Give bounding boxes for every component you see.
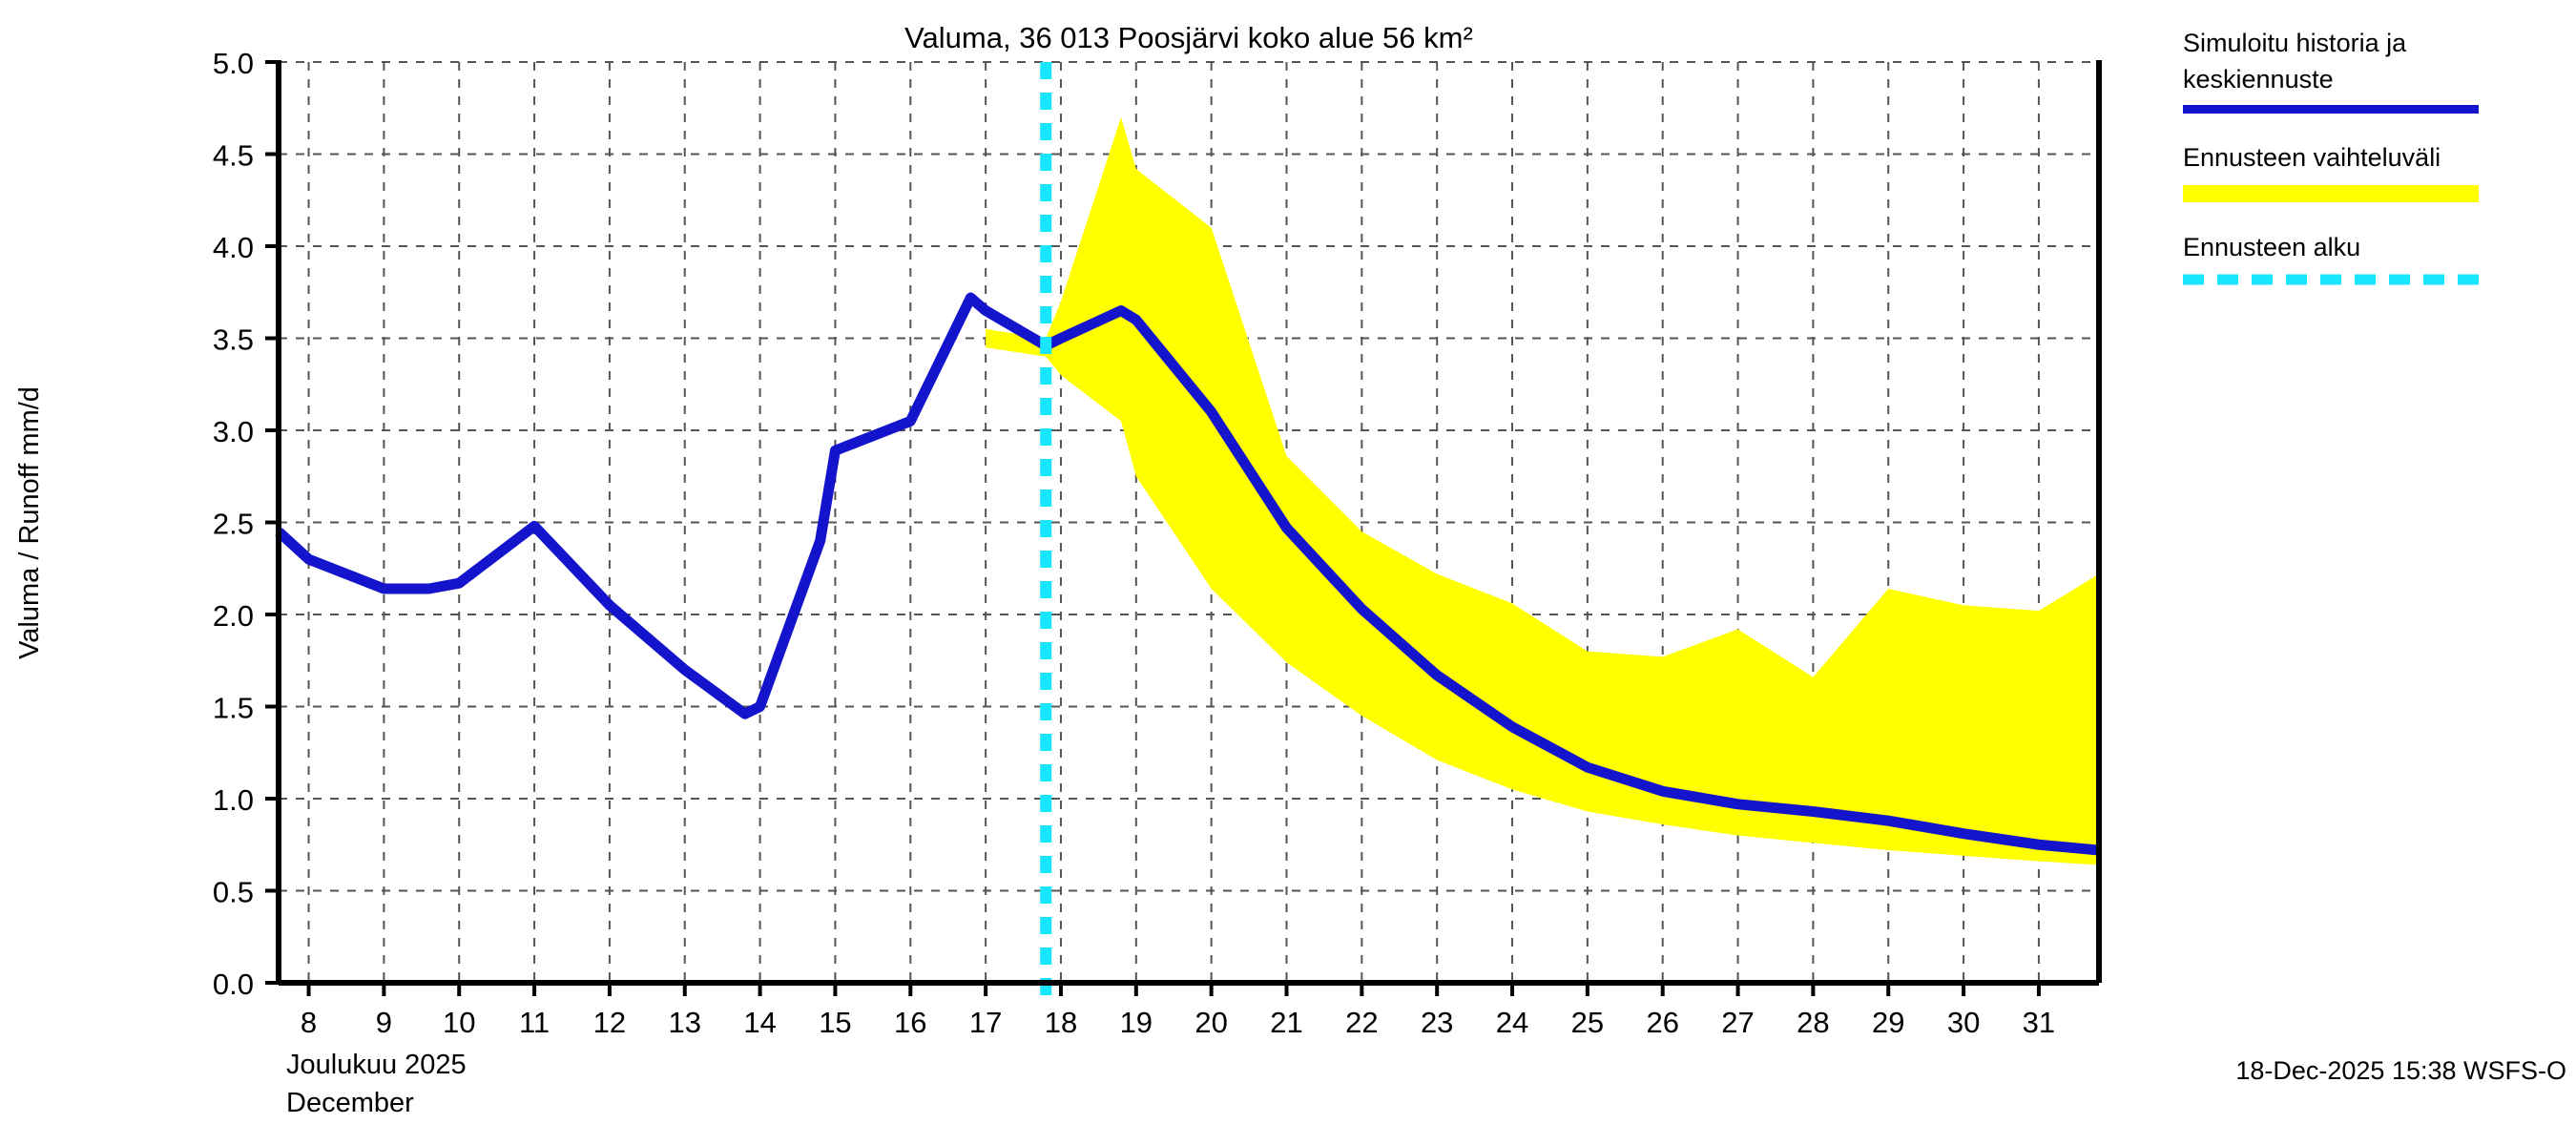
- y-axis-label: Valuma / Runoff mm/d: [14, 386, 45, 659]
- x-tick-label: 28: [1797, 1006, 1829, 1039]
- x-tick-label: 19: [1120, 1006, 1153, 1039]
- x-axis-tick-labels: 8 9 10 11 12 13 14 15 16 17 18 19 20 21 22 23 24 25 26 27 28…: [301, 1006, 2055, 1039]
- x-tick-label: 15: [819, 1006, 851, 1039]
- legend-item-0-label-line2: keskiennuste: [2183, 65, 2334, 94]
- y-tick-label: 5.0: [213, 47, 254, 80]
- x-tick-label: 31: [2023, 1006, 2055, 1039]
- x-tick-label: 30: [1947, 1006, 1980, 1039]
- x-tick-label: 16: [894, 1006, 926, 1039]
- x-tick-label: 24: [1496, 1006, 1528, 1039]
- y-tick-label: 4.5: [213, 139, 254, 173]
- x-tick-label: 14: [743, 1006, 776, 1039]
- x-tick-label: 20: [1195, 1006, 1227, 1039]
- x-tick-label: 13: [669, 1006, 701, 1039]
- y-tick-label: 3.0: [213, 415, 254, 448]
- y-axis-tick-labels: 0.0 0.5 1.0 1.5 2.0 2.5 3.0 3.5 4.0 4.5 5.0: [213, 47, 254, 1001]
- legend-item-2-label-line1: Ennusteen alku: [2183, 233, 2360, 261]
- x-tick-label: 21: [1270, 1006, 1302, 1039]
- x-tick-label: 26: [1646, 1006, 1678, 1039]
- x-tick-label: 9: [376, 1006, 392, 1039]
- x-tick-label: 23: [1421, 1006, 1453, 1039]
- y-tick-label: 1.5: [213, 692, 254, 725]
- footer-timestamp: 18-Dec-2025 15:38 WSFS-O: [2235, 1056, 2566, 1085]
- legend-swatch-forecast-range: [2183, 185, 2479, 202]
- legend-item-0-label-line1: Simuloitu historia ja: [2183, 29, 2407, 57]
- x-tick-label: 8: [301, 1006, 317, 1039]
- x-tick-label: 22: [1345, 1006, 1378, 1039]
- y-tick-label: 3.5: [213, 323, 254, 357]
- x-tick-label: 17: [969, 1006, 1002, 1039]
- x-tick-label: 12: [593, 1006, 626, 1039]
- x-tick-label: 18: [1045, 1006, 1077, 1039]
- y-tick-label: 0.0: [213, 968, 254, 1001]
- y-tick-label: 0.5: [213, 876, 254, 909]
- x-tick-label: 25: [1571, 1006, 1604, 1039]
- x-axis-label-month-en: December: [286, 1088, 414, 1118]
- axes: [265, 60, 2102, 996]
- x-tick-label: 29: [1872, 1006, 1904, 1039]
- chart-legend: Simuloitu historia ja keskiennuste Ennus…: [2183, 29, 2479, 285]
- y-tick-label: 2.5: [213, 508, 254, 541]
- x-axis-label-month-fi: Joulukuu 2025: [286, 1050, 467, 1080]
- legend-item-1-label-line1: Ennusteen vaihteluväli: [2183, 143, 2441, 172]
- x-tick-label: 27: [1721, 1006, 1754, 1039]
- y-tick-label: 1.0: [213, 783, 254, 817]
- x-tick-label: 10: [443, 1006, 475, 1039]
- x-tick-label: 11: [519, 1006, 550, 1039]
- chart-title: Valuma, 36 013 Poosjärvi koko alue 56 km…: [904, 21, 1473, 54]
- y-tick-label: 2.0: [213, 599, 254, 633]
- forecast-range-band: [986, 116, 2099, 865]
- y-tick-label: 4.0: [213, 231, 254, 264]
- legend-swatch-simulated-history: [2183, 105, 2479, 114]
- runoff-line: [275, 292, 2100, 856]
